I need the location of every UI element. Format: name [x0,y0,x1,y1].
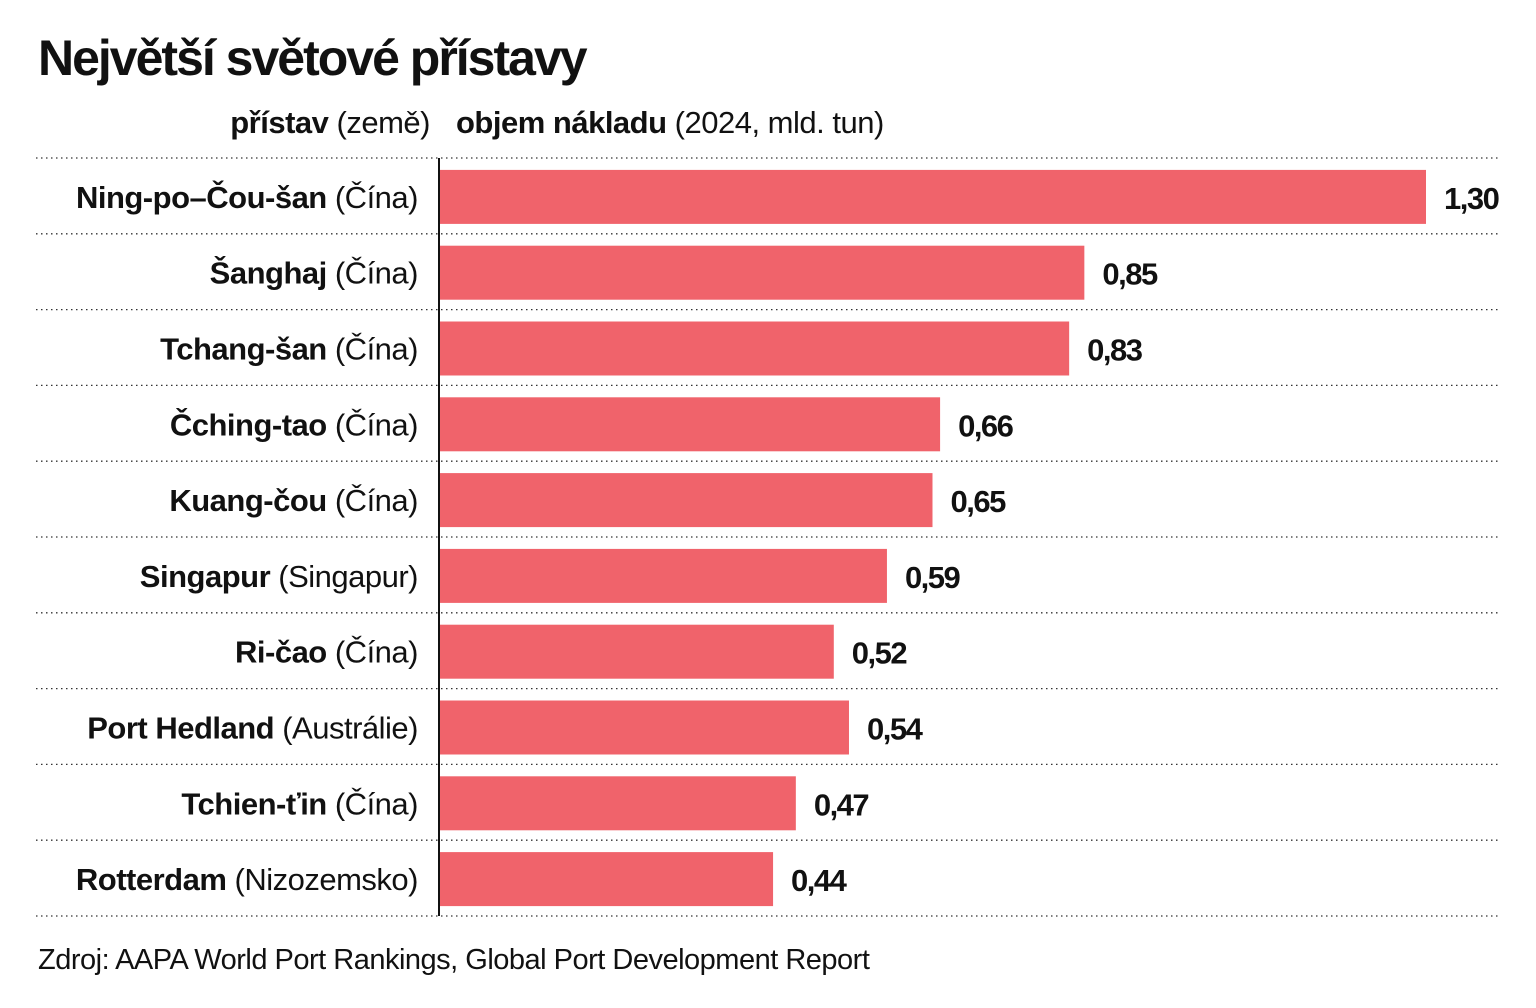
value-label: 0,52 [852,636,907,671]
category-axis-header-regular: (země) [336,105,431,140]
value-label: 0,83 [1087,333,1143,368]
category-port-name: Port Hedland [87,711,282,746]
bar [439,776,796,831]
category-label: Kuang-čou (Čína) [169,483,418,518]
category-label: Rotterdam (Nizozemsko) [76,862,418,897]
value-axis-header-bold: objem nákladu [456,105,667,140]
category-label: Port Hedland (Austrálie) [87,711,418,746]
bar [439,700,849,755]
category-port-name: Šanghaj [210,255,335,291]
category-label: Tchien-ťin (Čína) [181,786,418,821]
bar [439,548,887,603]
value-label: 0,59 [905,560,961,595]
chart-title: Největší světové přístavy [38,30,588,86]
bar [439,473,933,528]
category-country-name: (Čína) [335,786,418,821]
category-axis-header-bold: přístav [230,105,329,140]
source-note: Zdroj: AAPA World Port Rankings, Global … [38,944,870,976]
category-port-name: Ri-čao [235,635,335,670]
category-country-name: (Čína) [335,483,418,518]
category-port-name: Singapur [140,559,278,594]
category-label: Ning-po–Čou-šan (Čína) [76,179,418,215]
category-country-name: (Singapur) [278,559,418,594]
category-country-name: (Nizozemsko) [235,862,418,897]
value-label: 0,65 [951,484,1007,519]
category-country-name: (Čína) [335,332,418,367]
value-label: 0,47 [814,787,869,822]
category-country-name: (Čína) [335,635,418,670]
value-label: 0,66 [958,408,1014,443]
category-port-name: Čching-tao [170,406,335,442]
value-axis-header: objem nákladu (2024, mld. tun) [456,103,884,143]
value-label: 0,85 [1102,257,1158,292]
value-axis-header-regular: (2024, mld. tun) [674,105,885,140]
value-label: 0,54 [867,712,924,747]
category-port-name: Tchang-šan [160,332,335,367]
category-label: Šanghaj (Čína) [210,255,418,291]
bar [439,321,1070,376]
category-country-name: (Austrálie) [282,711,418,746]
bar [439,624,834,679]
category-port-name: Kuang-čou [169,483,335,518]
value-label: 0,44 [791,863,848,898]
category-label: Čching-tao (Čína) [170,406,418,442]
bar [439,397,941,452]
category-port-name: Ning-po–Čou-šan [76,179,335,215]
value-label: 1,30 [1444,181,1499,216]
bar [439,245,1085,300]
category-country-name: (Čína) [335,407,418,442]
category-label: Singapur (Singapur) [140,559,418,594]
category-country-name: (Čína) [335,256,418,291]
category-label: Tchang-šan (Čína) [160,332,418,367]
bar [439,169,1426,224]
bar [439,852,774,907]
category-port-name: Rotterdam [76,862,235,897]
category-country-name: (Čína) [335,180,418,215]
category-axis-header: přístav (země) [230,103,430,143]
category-port-name: Tchien-ťin [181,786,334,821]
category-label: Ri-čao (Čína) [235,635,418,670]
